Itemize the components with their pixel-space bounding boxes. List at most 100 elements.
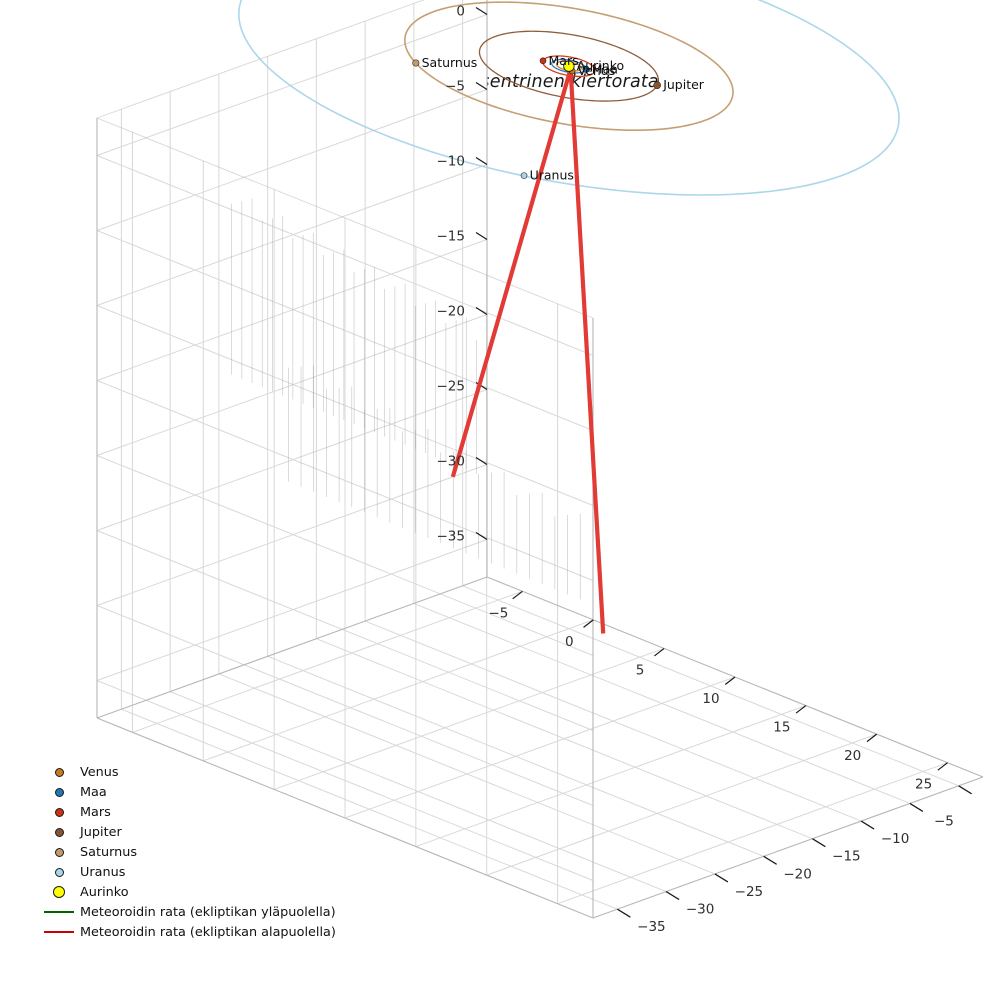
ytick-mark	[860, 820, 875, 830]
ytick-mark	[909, 802, 924, 812]
ytick-mark	[958, 785, 972, 795]
orbit-uranus	[238, 0, 900, 196]
legend-label: Mars	[80, 804, 111, 820]
body-label-aurinko: Aurinko	[577, 58, 624, 73]
legend-item-meteoroidin: Meteoroidin rata (ekliptikan yläpuolella…	[38, 902, 378, 922]
legend-marker-swatch	[38, 867, 80, 877]
body-marker-mars	[539, 57, 547, 65]
xtick-label: 20	[844, 748, 861, 764]
legend-item-maa: Maa	[38, 782, 378, 802]
legend-item-aurinko: Aurinko	[38, 882, 378, 902]
legend-label: Meteoroidin rata (ekliptikan alapuolella…	[80, 924, 336, 940]
gridline-floor-x	[344, 676, 736, 819]
xtick-mark	[795, 705, 807, 714]
gridline-lwall-z	[96, 164, 488, 306]
body-marker-maa	[582, 65, 590, 73]
gridline-floor-y	[462, 585, 959, 787]
legend-line-swatch	[38, 910, 80, 914]
gridline-lwall-z	[96, 14, 488, 156]
ztick-mark	[475, 6, 488, 16]
legend-marker-swatch	[38, 807, 80, 817]
gridline-lwall-z	[96, 239, 488, 381]
ytick-label: −30	[686, 902, 715, 918]
body-label-venus: Venus	[578, 63, 616, 78]
legend-marker-swatch	[38, 847, 80, 857]
legend-label: Aurinko	[80, 884, 129, 900]
xtick-label: 0	[565, 634, 574, 650]
gridline-floor-x	[132, 590, 523, 733]
gridline-wall-z	[96, 380, 594, 581]
ztick-label: −20	[437, 304, 466, 320]
xtick-label: 5	[636, 662, 645, 678]
legend-line-7	[44, 910, 74, 914]
gridline-floor-y	[121, 708, 618, 910]
ytick-label: −25	[735, 884, 764, 900]
ytick-label: −15	[832, 849, 861, 865]
gridline-floor-y	[267, 655, 764, 857]
gridline-lwall-z	[96, 539, 488, 681]
gridline-floor-y	[316, 638, 813, 840]
legend-dot-5	[54, 867, 64, 877]
legend-marker-swatch	[38, 787, 80, 797]
legend-label: Maa	[80, 784, 107, 800]
gridline-wall-z	[96, 530, 594, 731]
legend-dot-2	[54, 807, 64, 817]
ytick-label: −10	[881, 831, 910, 847]
legend-dot-4	[54, 847, 64, 857]
gridline-wall-z	[96, 680, 594, 881]
legend-item-meteoroidin: Meteoroidin rata (ekliptikan alapuolella…	[38, 922, 378, 942]
xtick-mark	[724, 676, 736, 685]
ztick-mark	[475, 231, 488, 241]
xtick-label: 15	[773, 720, 790, 736]
ytick-label: −35	[637, 919, 666, 935]
legend-dot-6	[53, 886, 65, 898]
legend: Venus Maa Mars Jupiter Saturnus Uranus Aurinko…	[38, 762, 378, 942]
ztick-label: −10	[437, 154, 466, 170]
legend-label: Uranus	[80, 864, 126, 880]
gridline-wall-z	[96, 305, 594, 506]
gridline-lwall-z	[96, 389, 488, 531]
legend-label: Saturnus	[80, 844, 138, 860]
legend-item-mars: Mars	[38, 802, 378, 822]
ytick-mark	[714, 873, 729, 883]
spine-bottom-left	[96, 576, 488, 719]
gridline-floor-x	[203, 619, 594, 762]
ytick-mark	[812, 838, 826, 848]
ytick-label: −5	[934, 813, 954, 829]
xtick-label: 10	[702, 691, 719, 707]
legend-label: Jupiter	[80, 824, 122, 840]
ytick-mark	[665, 891, 680, 901]
body-marker-uranus	[520, 172, 528, 179]
legend-item-venus: Venus	[38, 762, 378, 782]
xtick-mark	[654, 647, 665, 657]
legend-marker-swatch	[38, 767, 80, 777]
gridline-wall-z	[96, 455, 594, 656]
ztick-label: −25	[437, 379, 466, 395]
gridline-floor-y	[413, 602, 911, 804]
ztick-label: −35	[437, 529, 466, 545]
gridline-floor-x	[415, 705, 807, 848]
legend-item-saturnus: Saturnus	[38, 842, 378, 862]
meteoroid-track-below-1	[450, 68, 573, 478]
gridline-floor-y	[364, 620, 862, 822]
legend-marker-swatch	[38, 886, 80, 898]
ytick-label: −20	[783, 866, 812, 882]
legend-line-swatch	[38, 930, 80, 934]
meteoroid-track-below-0	[568, 68, 606, 634]
body-label-jupiter: Jupiter	[662, 77, 705, 92]
planet-markers	[412, 57, 661, 179]
gridline-floor-x	[557, 762, 948, 905]
gridline-floor-y	[169, 691, 667, 893]
ytick-mark	[763, 855, 777, 865]
legend-dot-3	[54, 827, 64, 837]
meteoroid-tracks	[450, 68, 606, 634]
ztick-label: −30	[437, 454, 466, 470]
legend-line-8	[44, 930, 74, 934]
spine-top-left	[96, 0, 425, 119]
body-marker-aurinko	[563, 60, 575, 72]
legend-item-jupiter: Jupiter	[38, 822, 378, 842]
axis-ticks	[475, 6, 972, 918]
